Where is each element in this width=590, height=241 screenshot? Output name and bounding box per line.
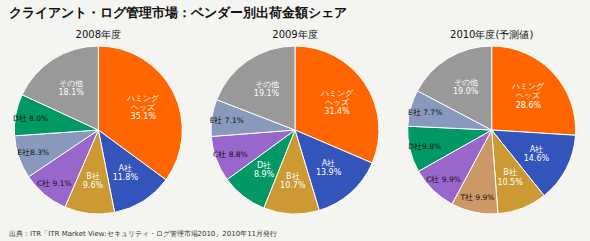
- pie-chart: 2010年度(予測値) ハミングヘッズ28.6% A社14.6%B社10.5%T社 …: [408, 29, 576, 214]
- slice-label: T社 9.9%: [459, 193, 494, 202]
- slice-label: C社 8.8%: [213, 149, 248, 158]
- pie-chart: 2009年度ハミングヘッズ31.4% A社13.9% B社10.7% D社8.9% C社…: [210, 29, 379, 214]
- slice-label: その他19.0%: [453, 78, 479, 96]
- slice-label: A社14.6%: [524, 144, 550, 162]
- slice-labels: ハミングヘッズ31.4% A社13.9% B社10.7% D社8.9% C社 8.8% E…: [210, 79, 354, 189]
- source-note: 出典：ITR「ITR Market View:セキュリティ・ログ管理市場2010…: [9, 230, 277, 238]
- slice-label: ハミングヘッズ35.1%: [126, 94, 160, 121]
- pie-title: 2009年度: [272, 29, 317, 40]
- slice-label: E社8.3%: [17, 148, 49, 157]
- slices: [408, 46, 576, 214]
- slices: [211, 46, 379, 214]
- slice-label: D社9.8%: [408, 141, 441, 150]
- slice-label: D社 8.0%: [13, 113, 48, 122]
- slice-labels: ハミングヘッズ28.6% A社14.6%B社10.5%T社 9.9% C社 9.9%…: [408, 78, 549, 202]
- slice-label: C社 9.1%: [37, 178, 72, 187]
- slice-label: A社13.9%: [316, 158, 342, 176]
- pie-slice: [417, 46, 491, 130]
- slice-label: その他18.1%: [58, 78, 84, 96]
- slice-label: E社 7.1%: [210, 115, 244, 124]
- slice-label: E社 7.7%: [408, 107, 442, 116]
- pie-slice: [211, 130, 295, 180]
- chart-canvas: クライアント・ログ管理市場：ベンダー別出荷金額シェア出典：ITR「ITR Mar…: [0, 0, 590, 241]
- pie-slice: [492, 46, 576, 135]
- pie-slice: [492, 130, 544, 214]
- slice-label: ハミングヘッズ31.4%: [320, 89, 354, 116]
- slice-label: B社10.5%: [497, 168, 523, 186]
- pie-title: 2008年度: [76, 29, 121, 40]
- pie-title: 2010年度(予測値): [450, 29, 533, 40]
- pie-slice: [408, 126, 492, 171]
- slice-label: ハミングヘッズ28.6%: [511, 82, 545, 109]
- slice-label: B社9.6%: [83, 171, 104, 189]
- slice-labels: ハミングヘッズ35.1% A社11.8% B社9.6% C社 9.1% E社8.3% D社…: [13, 78, 160, 189]
- slice-label: A社11.8%: [113, 163, 139, 181]
- pie-slice: [15, 130, 99, 177]
- slices: [14, 46, 182, 214]
- chart-title: クライアント・ログ管理市場：ベンダー別出荷金額シェア: [9, 5, 347, 20]
- slice-label: C社 9.9%: [426, 175, 461, 184]
- slice-label: B社10.7%: [280, 171, 306, 189]
- slice-label: その他19.1%: [254, 79, 280, 97]
- pie-chart: 2008年度ハミングヘッズ35.1% A社11.8% B社9.6% C社 9.1% E社…: [13, 29, 182, 214]
- slice-label: D社8.9%: [254, 161, 275, 179]
